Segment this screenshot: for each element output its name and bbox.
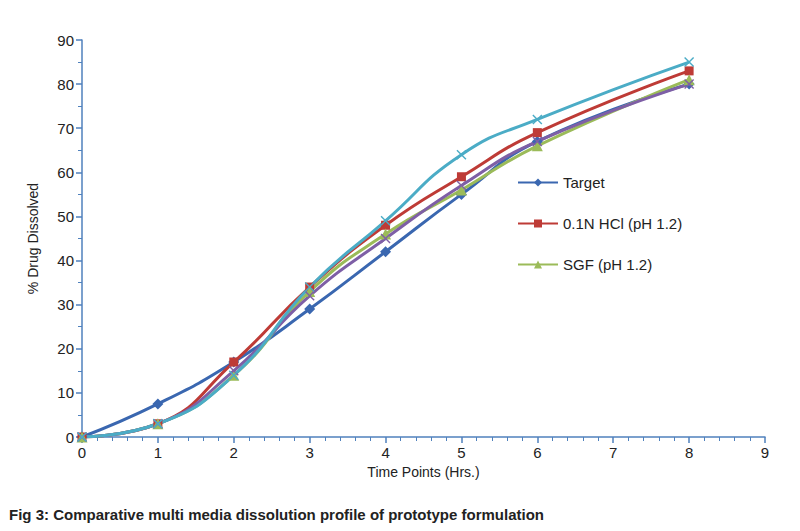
svg-text:6: 6 [533, 444, 541, 461]
svg-text:10: 10 [57, 384, 74, 401]
svg-text:0: 0 [78, 444, 86, 461]
svg-text:7: 7 [609, 444, 617, 461]
svg-text:60: 60 [57, 164, 74, 181]
svg-text:50: 50 [57, 208, 74, 225]
svg-text:9: 9 [761, 444, 769, 461]
svg-text:0: 0 [66, 429, 74, 446]
svg-text:5: 5 [457, 444, 465, 461]
svg-text:0.1N HCl (pH 1.2): 0.1N HCl (pH 1.2) [563, 215, 682, 232]
svg-text:4: 4 [381, 444, 389, 461]
svg-text:40: 40 [57, 252, 74, 269]
svg-text:Time Points (Hrs.): Time Points (Hrs.) [367, 464, 479, 480]
svg-text:8: 8 [685, 444, 693, 461]
svg-text:80: 80 [57, 76, 74, 93]
svg-text:Target: Target [563, 174, 606, 191]
svg-text:1: 1 [154, 444, 162, 461]
svg-text:30: 30 [57, 296, 74, 313]
svg-text:% Drug Dissolved: % Drug Dissolved [25, 183, 41, 294]
svg-text:SGF (pH 1.2): SGF (pH 1.2) [563, 256, 652, 273]
svg-text:90: 90 [57, 32, 74, 49]
svg-text:70: 70 [57, 120, 74, 137]
svg-text:20: 20 [57, 340, 74, 357]
svg-text:2: 2 [230, 444, 238, 461]
svg-text:Fig 3: Comparative multi media: Fig 3: Comparative multi media dissoluti… [9, 506, 544, 523]
svg-text:3: 3 [305, 444, 313, 461]
